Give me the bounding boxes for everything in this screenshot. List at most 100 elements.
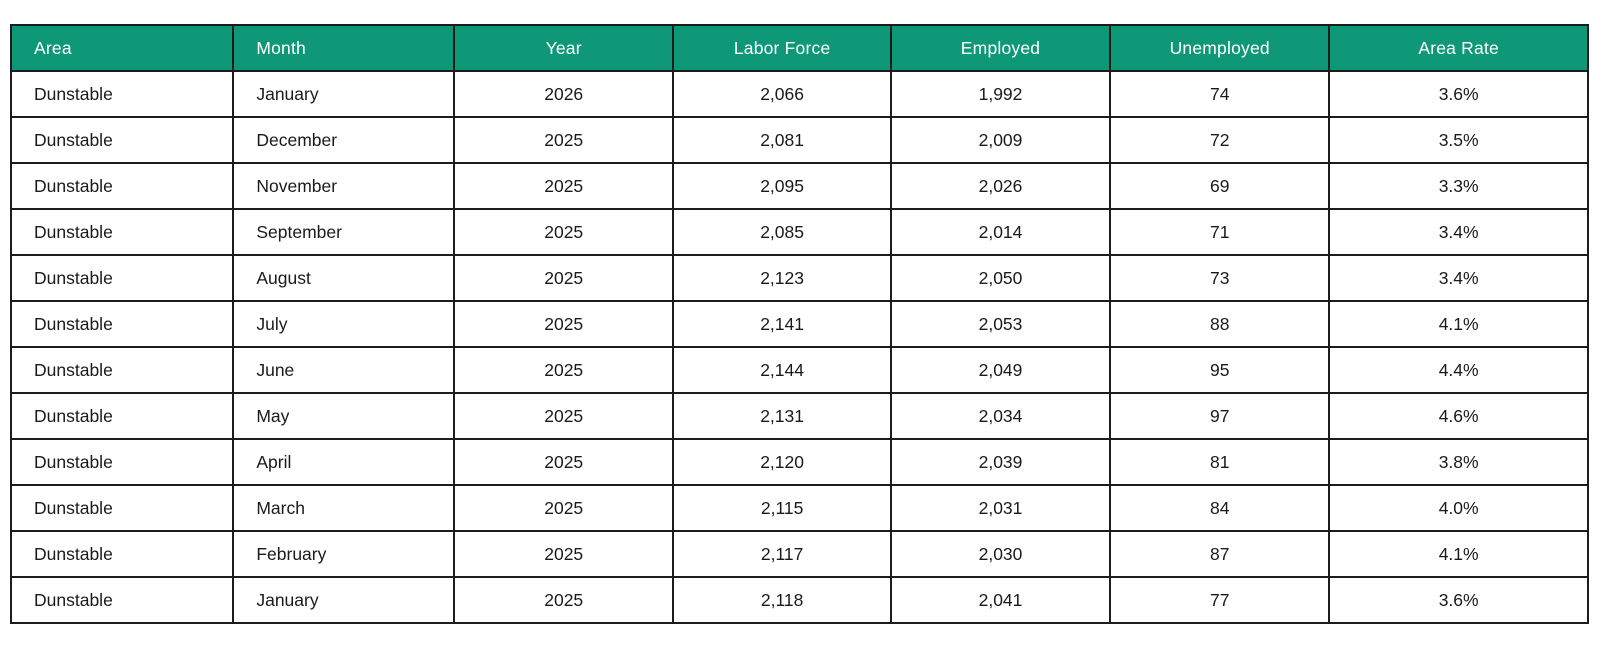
table-body: Dunstable January 2026 2,066 1,992 74 3.6% Duns… — [9, 70, 1589, 624]
cell-employed: 2,014 — [889, 208, 1112, 256]
cell-month: January — [232, 576, 456, 624]
cell-month: February — [232, 530, 456, 578]
cell-employed: 2,030 — [889, 530, 1112, 578]
cell-area_rate: 3.4% — [1328, 208, 1589, 256]
cell-area: Dunstable — [9, 162, 235, 210]
cell-area: Dunstable — [9, 438, 235, 486]
cell-unemployed: 97 — [1109, 392, 1331, 440]
cell-area: Dunstable — [9, 346, 235, 394]
cell-labor_force: 2,081 — [672, 116, 892, 164]
table-row: Dunstable December 2025 2,081 2,009 72 3.5% — [9, 116, 1589, 164]
cell-unemployed: 88 — [1109, 300, 1331, 348]
cell-area: Dunstable — [9, 208, 235, 256]
cell-month: June — [232, 346, 456, 394]
cell-month: May — [232, 392, 456, 440]
cell-labor_force: 2,123 — [672, 254, 892, 302]
cell-month: July — [232, 300, 456, 348]
cell-employed: 2,034 — [889, 392, 1112, 440]
cell-area: Dunstable — [9, 116, 235, 164]
cell-area_rate: 3.6% — [1328, 576, 1589, 624]
cell-unemployed: 72 — [1109, 116, 1331, 164]
cell-month: April — [232, 438, 456, 486]
cell-unemployed: 69 — [1109, 162, 1331, 210]
cell-year: 2025 — [453, 530, 675, 578]
table-row: Dunstable July 2025 2,141 2,053 88 4.1% — [9, 300, 1589, 348]
table-row: Dunstable January 2025 2,118 2,041 77 3.6% — [9, 576, 1589, 624]
cell-labor_force: 2,144 — [672, 346, 892, 394]
cell-unemployed: 71 — [1109, 208, 1331, 256]
table-row: Dunstable August 2025 2,123 2,050 73 3.4% — [9, 254, 1589, 302]
table-row: Dunstable March 2025 2,115 2,031 84 4.0% — [9, 484, 1589, 532]
header-cell-area: Area — [9, 24, 235, 72]
cell-year: 2025 — [453, 116, 675, 164]
cell-month: September — [232, 208, 456, 256]
cell-employed: 2,031 — [889, 484, 1112, 532]
cell-year: 2025 — [453, 576, 675, 624]
cell-area_rate: 4.1% — [1328, 530, 1589, 578]
cell-employed: 1,992 — [889, 70, 1112, 118]
cell-labor_force: 2,117 — [672, 530, 892, 578]
cell-month: March — [232, 484, 456, 532]
cell-labor_force: 2,066 — [672, 70, 892, 118]
cell-area_rate: 4.0% — [1328, 484, 1589, 532]
cell-employed: 2,039 — [889, 438, 1112, 486]
cell-area_rate: 3.3% — [1328, 162, 1589, 210]
cell-employed: 2,049 — [889, 346, 1112, 394]
cell-area: Dunstable — [9, 392, 235, 440]
header-cell-employed: Employed — [889, 24, 1112, 72]
cell-area: Dunstable — [9, 70, 235, 118]
cell-labor_force: 2,115 — [672, 484, 892, 532]
cell-area: Dunstable — [9, 530, 235, 578]
cell-month: November — [232, 162, 456, 210]
cell-labor_force: 2,085 — [672, 208, 892, 256]
table-row: Dunstable September 2025 2,085 2,014 71 3.4% — [9, 208, 1589, 256]
cell-area: Dunstable — [9, 576, 235, 624]
table-row: Dunstable May 2025 2,131 2,034 97 4.6% — [9, 392, 1589, 440]
header-cell-year: Year — [453, 24, 675, 72]
header-row: Area Month Year Labor Force Employed Unemploy… — [9, 24, 1589, 72]
cell-unemployed: 74 — [1109, 70, 1331, 118]
table-header: Area Month Year Labor Force Employed Unemploy… — [9, 24, 1589, 72]
cell-employed: 2,053 — [889, 300, 1112, 348]
cell-labor_force: 2,095 — [672, 162, 892, 210]
cell-area: Dunstable — [9, 484, 235, 532]
cell-year: 2025 — [453, 254, 675, 302]
cell-unemployed: 95 — [1109, 346, 1331, 394]
header-cell-area_rate: Area Rate — [1328, 24, 1589, 72]
cell-year: 2025 — [453, 438, 675, 486]
cell-employed: 2,041 — [889, 576, 1112, 624]
cell-area_rate: 3.6% — [1328, 70, 1589, 118]
table-row: Dunstable November 2025 2,095 2,026 69 3.3% — [9, 162, 1589, 210]
cell-unemployed: 73 — [1109, 254, 1331, 302]
cell-area: Dunstable — [9, 254, 235, 302]
table-row: Dunstable June 2025 2,144 2,049 95 4.4% — [9, 346, 1589, 394]
table-row: Dunstable January 2026 2,066 1,992 74 3.6% — [9, 70, 1589, 118]
cell-year: 2026 — [453, 70, 675, 118]
cell-unemployed: 81 — [1109, 438, 1331, 486]
cell-month: January — [232, 70, 456, 118]
labor-statistics-table: Area Month Year Labor Force Employed Unemploy… — [9, 24, 1589, 624]
table-row: Dunstable April 2025 2,120 2,039 81 3.8% — [9, 438, 1589, 486]
cell-area_rate: 4.6% — [1328, 392, 1589, 440]
cell-area: Dunstable — [9, 300, 235, 348]
cell-area_rate: 3.4% — [1328, 254, 1589, 302]
cell-labor_force: 2,118 — [672, 576, 892, 624]
header-cell-labor_force: Labor Force — [672, 24, 892, 72]
cell-area_rate: 3.8% — [1328, 438, 1589, 486]
cell-area_rate: 3.5% — [1328, 116, 1589, 164]
cell-unemployed: 77 — [1109, 576, 1331, 624]
cell-month: August — [232, 254, 456, 302]
table-row: Dunstable February 2025 2,117 2,030 87 4.1% — [9, 530, 1589, 578]
cell-unemployed: 87 — [1109, 530, 1331, 578]
cell-unemployed: 84 — [1109, 484, 1331, 532]
header-cell-month: Month — [232, 24, 456, 72]
cell-area_rate: 4.1% — [1328, 300, 1589, 348]
cell-year: 2025 — [453, 484, 675, 532]
cell-employed: 2,050 — [889, 254, 1112, 302]
cell-year: 2025 — [453, 208, 675, 256]
cell-employed: 2,009 — [889, 116, 1112, 164]
cell-labor_force: 2,141 — [672, 300, 892, 348]
cell-labor_force: 2,131 — [672, 392, 892, 440]
cell-year: 2025 — [453, 300, 675, 348]
